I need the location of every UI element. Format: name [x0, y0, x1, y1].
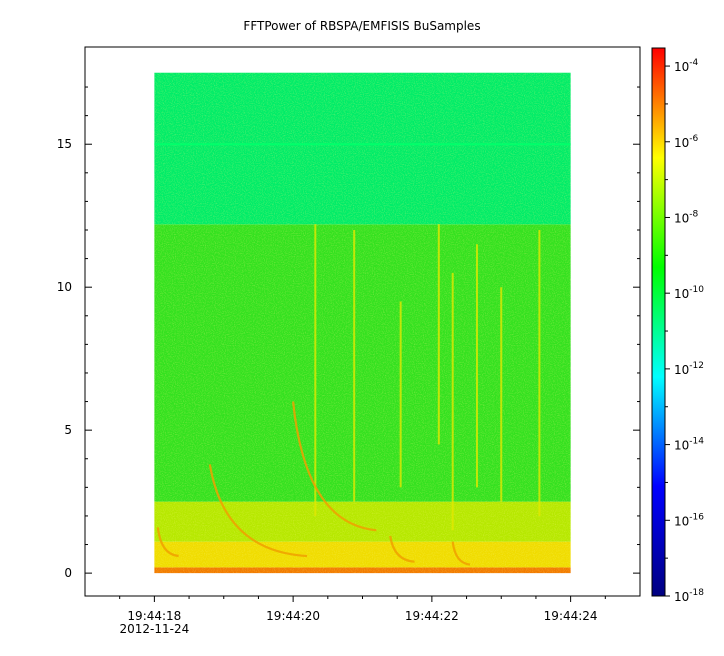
colorbar-tick-label: 10-14	[674, 437, 704, 453]
spectrogram-tone	[156, 527, 179, 558]
y-tick-label: 0	[64, 566, 72, 580]
colorbar-axis: 10-18 10-16 10-14 10-12 10-10 10-8 10-6 10-4	[665, 58, 704, 604]
y-tick-label: 15	[57, 137, 72, 151]
spectrogram-tone	[292, 401, 377, 532]
chart-title: FFTPower of RBSPA/EMFISIS BuSamples	[243, 19, 480, 33]
spectrogram-image	[154, 72, 571, 574]
colorbar-tick-label: 10-18	[674, 588, 704, 604]
x-date-label: 2012-11-24	[120, 622, 190, 636]
x-tick-label: 19:44:18	[127, 609, 181, 623]
colorbar-tick-label: 10-16	[674, 512, 704, 528]
spectrogram-noise	[154, 72, 571, 574]
x-tick-label: 19:44:20	[266, 609, 320, 623]
colorbar-tick-label: 10-6	[674, 134, 699, 150]
x-tick-label: 19:44:22	[405, 609, 459, 623]
colorbar-tick-label: 10-12	[674, 361, 704, 377]
spectrogram-tone	[451, 541, 471, 566]
colorbar-tick-label: 10-4	[674, 58, 699, 74]
colorbar-tick-label: 10-8	[674, 209, 699, 225]
x-tick-label: 19:44:24	[544, 609, 598, 623]
spectrogram-tone	[208, 464, 308, 558]
spectrogram-tone	[389, 535, 415, 563]
y-tick-label: 10	[57, 280, 72, 294]
y-tick-label: 5	[64, 423, 72, 437]
colorbar	[651, 47, 666, 597]
y-axis: 0 5 10 15	[57, 86, 640, 580]
colorbar-tick-label: 10-10	[674, 285, 704, 301]
